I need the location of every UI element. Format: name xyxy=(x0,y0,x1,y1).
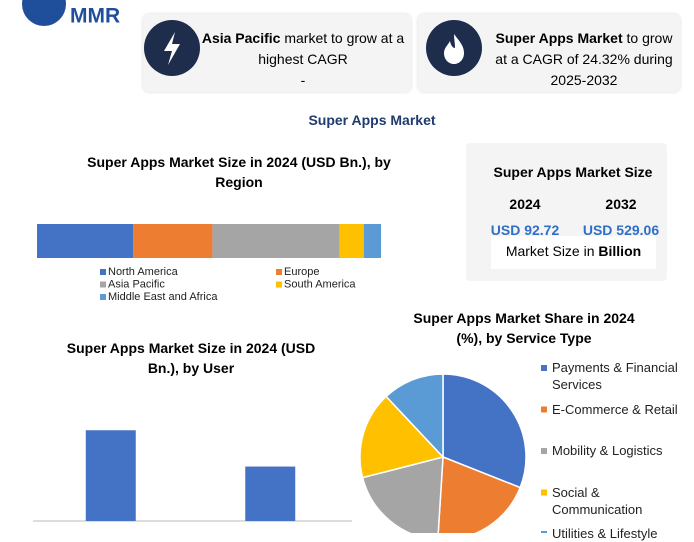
bolt-icon xyxy=(144,20,200,76)
size-caption-box xyxy=(491,236,656,269)
logo-text: MMR xyxy=(70,5,120,28)
pie-slice xyxy=(442,373,527,489)
legend-label: Social & Communication xyxy=(552,484,643,517)
bar xyxy=(85,430,136,521)
legend-swatch xyxy=(100,294,106,300)
legend-label: Asia Pacific xyxy=(108,278,165,290)
card-text: Super Apps Market to grow at a CAGR of 2… xyxy=(488,28,680,91)
bar-segment xyxy=(363,224,381,258)
caption-bold: Billion xyxy=(598,243,642,259)
year: 2032 xyxy=(605,196,637,212)
chart-title: Super Apps Market Share in 2024 (%), by … xyxy=(413,310,635,346)
bar-segment xyxy=(133,224,213,258)
legend-swatch xyxy=(541,448,547,454)
legend-label: Utilities & Lifestyle xyxy=(552,526,658,541)
size-title: Super Apps Market Size xyxy=(493,164,653,180)
card-body: market to grow at a highest CAGR xyxy=(258,30,405,67)
pie-slice xyxy=(385,373,444,459)
bar-segment xyxy=(37,224,134,258)
card-note: - xyxy=(300,72,306,88)
legend-swatch xyxy=(541,406,547,413)
legend-label: North America xyxy=(108,266,179,278)
flame-icon xyxy=(426,20,482,76)
legend-swatch xyxy=(541,489,547,496)
size-value: USD 529.06 xyxy=(582,222,660,238)
size-caption: Market Size in Billion xyxy=(491,243,656,259)
bar-segment xyxy=(212,224,340,258)
legend-swatch xyxy=(100,269,106,275)
main-title: Super Apps Market xyxy=(308,112,436,128)
legend-swatch xyxy=(541,365,547,371)
bar-segment xyxy=(339,224,364,258)
chart-title: Super Apps Market Size in 2024 (USD Bn.)… xyxy=(66,340,316,376)
caption-text: Market Size in xyxy=(505,243,595,259)
legend-swatch xyxy=(541,531,547,533)
card-bold: Asia Pacific xyxy=(201,30,281,46)
size-value: USD 92.72 xyxy=(490,222,560,238)
pie-slice xyxy=(361,456,444,533)
year: 2024 xyxy=(509,196,541,212)
legend-swatch xyxy=(276,269,282,275)
legend-label: South America xyxy=(284,278,356,290)
legend-label: Middle East and Africa xyxy=(108,291,218,303)
legend-label: Mobility & Logistics xyxy=(552,443,663,458)
legend-label: Europe xyxy=(284,266,319,278)
bar xyxy=(245,466,296,521)
pie-slice xyxy=(437,455,522,533)
pie-slice xyxy=(359,395,445,479)
legend-label: Payments & Financial Services xyxy=(552,360,678,392)
card-body: to grow at a CAGR of 24.32% during 2025-… xyxy=(495,30,673,88)
card-bold: Super Apps Market xyxy=(495,30,623,46)
chart-title: Super Apps Market Size in 2024 (USD Bn.)… xyxy=(87,154,391,190)
logo-globe xyxy=(22,0,66,26)
card-text: Asia Pacific market to grow at a highest… xyxy=(200,28,406,91)
legend-label: E-Commerce & Retail xyxy=(552,401,678,417)
legend-swatch xyxy=(100,281,106,288)
legend-swatch xyxy=(276,281,282,288)
